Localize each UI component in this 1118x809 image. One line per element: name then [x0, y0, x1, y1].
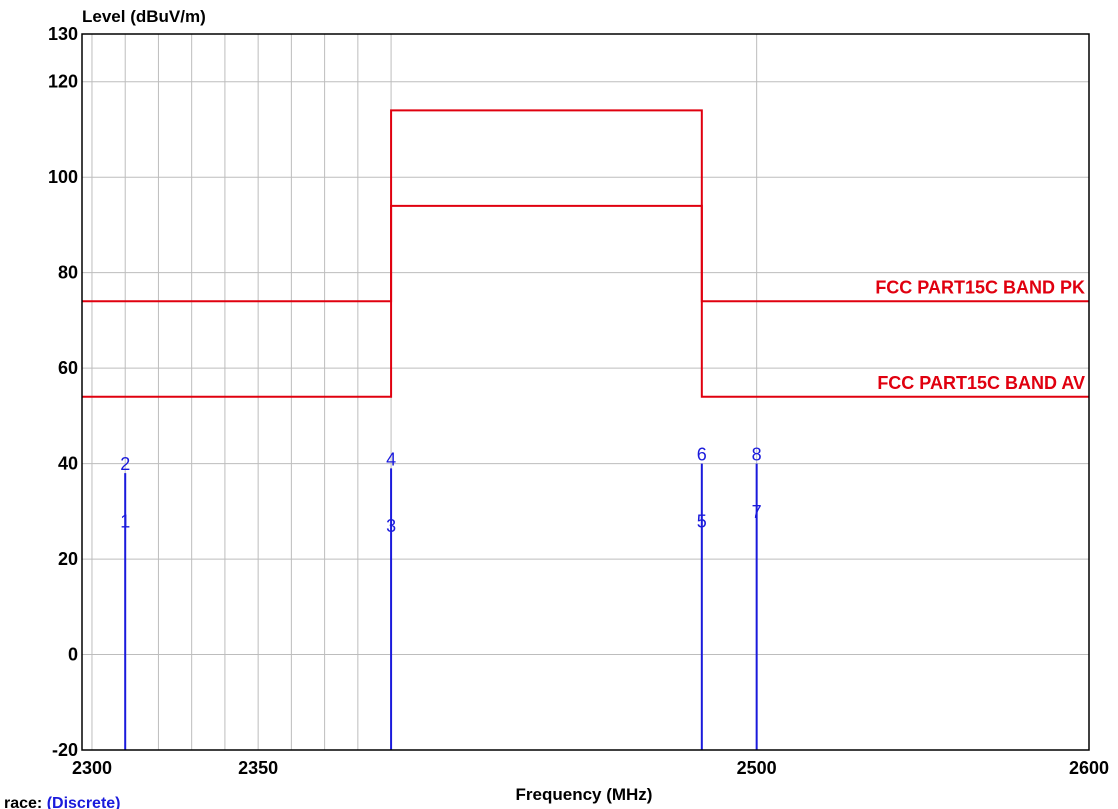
y-tick-label: 0 — [68, 645, 78, 665]
y-tick-label: 60 — [58, 358, 78, 378]
x-axis-title: Frequency (MHz) — [516, 785, 653, 804]
marker-label-4: 4 — [386, 449, 396, 469]
y-tick-label: 80 — [58, 263, 78, 283]
marker-label-8: 8 — [752, 445, 762, 465]
x-tick-label: 2600 — [1069, 758, 1109, 778]
trace-caption-value: (Discrete) — [47, 795, 121, 809]
limit-lines: FCC PART15C BAND PK FCC PART15C BAND AV — [82, 109, 1089, 398]
axis-labels: -20 0 20 40 60 80 100 120 130 2300 2350 2500 2600 — [48, 24, 1109, 778]
marker-label-3: 3 — [386, 516, 396, 536]
y-tick-label: 120 — [48, 72, 78, 92]
limit-line-av — [82, 204, 1089, 398]
marker-label-2: 2 — [120, 454, 130, 474]
y-tick-label: 40 — [58, 454, 78, 474]
x-tick-label: 2300 — [72, 758, 112, 778]
measurement-markers: 1 2 3 4 5 6 7 8 — [120, 445, 762, 750]
marker-label-6: 6 — [697, 445, 707, 465]
marker-label-5: 5 — [697, 511, 707, 531]
trace-caption-prefix: race: — [4, 795, 42, 809]
marker-label-7: 7 — [752, 502, 762, 522]
y-tick-label: -20 — [52, 740, 78, 760]
y-tick-label: 20 — [58, 549, 78, 569]
plot-frame — [81, 33, 1090, 751]
limit-line-pk — [82, 109, 1089, 303]
y-axis-title: Level (dBuV/m) — [82, 7, 206, 26]
y-tick-label: 100 — [48, 167, 78, 187]
x-tick-label: 2350 — [238, 758, 278, 778]
limit-label-av: FCC PART15C BAND AV — [877, 373, 1085, 393]
grid-lines — [82, 34, 1089, 750]
marker-label-1: 1 — [120, 511, 130, 531]
limit-label-pk: FCC PART15C BAND PK — [875, 277, 1085, 297]
x-tick-label: 2500 — [737, 758, 777, 778]
y-tick-label: 130 — [48, 24, 78, 44]
trace-caption: race: (Discrete) — [4, 795, 121, 809]
